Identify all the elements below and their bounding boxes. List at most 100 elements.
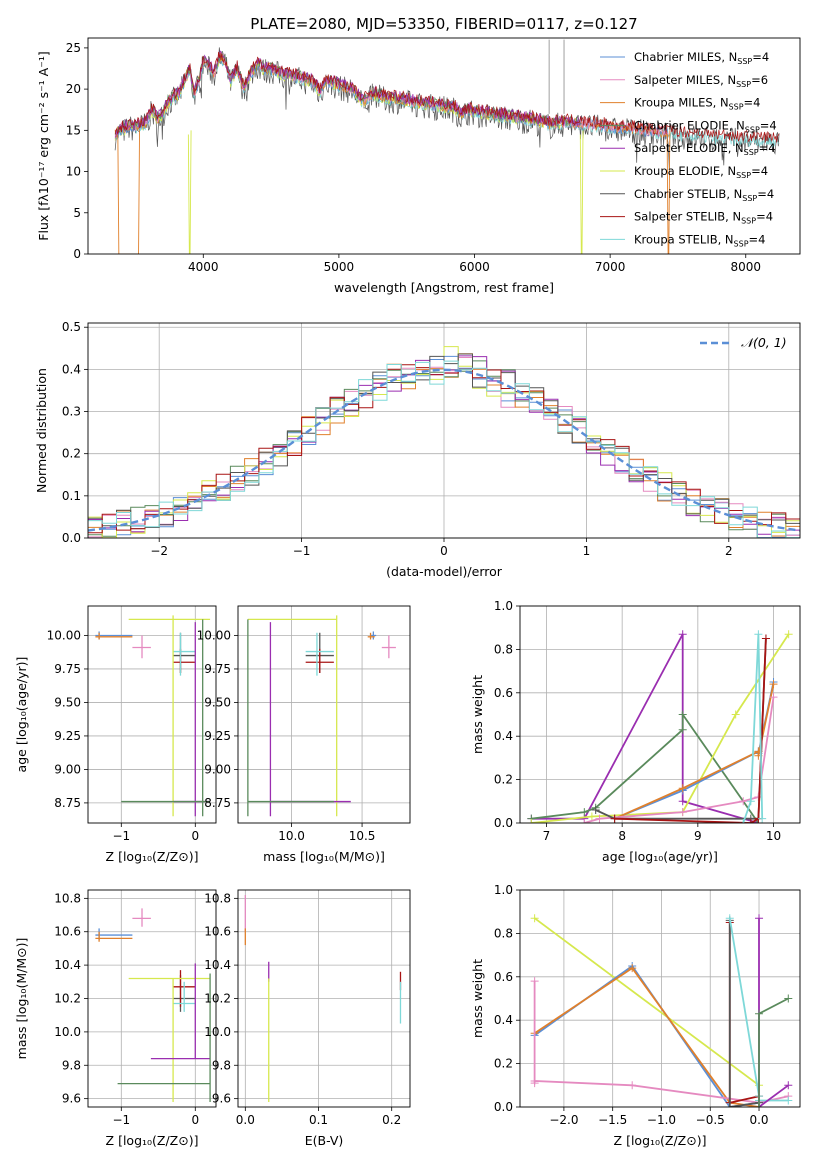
y-tick-label: 10.4 <box>204 958 231 972</box>
y-tick-label: 10.6 <box>54 925 81 939</box>
x-tick-label: 6000 <box>459 260 490 274</box>
mass_vs_Z-panel: −1 0 9.6 9.8 10.0 10.2 10.4 10.6 10.8 Z [log₁₀(Z/… <box>14 889 217 1148</box>
series-marker <box>678 725 687 734</box>
series-line <box>534 917 760 1107</box>
x-tick-label: 7000 <box>595 260 626 274</box>
series-marker <box>530 977 539 986</box>
legend-suffix: =4 <box>760 118 777 132</box>
series-marker <box>587 812 596 821</box>
legend-label: Salpeter ELODIE, NSSP=4 <box>634 141 776 157</box>
normal-curve <box>88 368 800 532</box>
legend-label: Chabrier STELIB, NSSP=4 <box>634 187 774 203</box>
mass_weight_vs_age-panel: 7 8 9 10 0.0 0.2 0.4 0.6 0.8 1.0 age [log₁₀(age/yr… <box>470 599 801 864</box>
series-marker <box>761 634 770 643</box>
y-tick-label: 0.8 <box>494 642 513 656</box>
legend-suffix: =4 <box>757 187 774 201</box>
series-marker <box>530 914 539 923</box>
series-line <box>742 634 764 823</box>
y-tick-label: 0.0 <box>62 531 81 545</box>
spectrum-legend: Chabrier MILES, NSSP=4 Salpeter MILES, NS… <box>600 50 777 248</box>
age_vs_mass-panel: 10.0 10.5 8.75 9.00 9.25 9.50 9.75 10.00 mass [l… <box>197 605 411 864</box>
series-marker <box>595 814 604 823</box>
y-tick-label: 0.5 <box>62 320 81 334</box>
residual-histograms <box>88 346 800 538</box>
y-axis-label: Normed distribution <box>34 368 49 493</box>
x-tick-label: −1 <box>112 829 130 843</box>
x-axis-label: age [log₁₀(age/yr)] <box>602 849 718 864</box>
legend-suffix: =4 <box>752 50 769 64</box>
y-tick-label: 0.0 <box>494 1100 513 1114</box>
x-axis-label: mass [log₁₀(M/M⊙)] <box>263 849 385 864</box>
x-tick-label: 0 <box>440 544 448 558</box>
series-marker <box>758 814 767 823</box>
series-marker <box>739 819 748 823</box>
axes-frame <box>237 889 411 1108</box>
y-tick-label: 0.8 <box>494 926 513 940</box>
y-tick-label: 9.75 <box>204 662 231 676</box>
axes-frame <box>87 605 217 824</box>
y-tick-label: 9.75 <box>54 662 81 676</box>
y-tick-label: 9.50 <box>204 695 231 709</box>
y-tick-label: 10.6 <box>204 925 231 939</box>
y-tick-label: 9.6 <box>62 1092 81 1106</box>
y-tick-label: 9.00 <box>54 762 81 776</box>
x-tick-label: 8 <box>618 829 626 843</box>
x-axis-label: Z [log₁₀(Z/Z⊙)] <box>614 1133 707 1148</box>
x-tick-label: 0.1 <box>309 1113 328 1127</box>
axes-frame <box>237 605 411 824</box>
y-tick-label: 0.2 <box>494 1057 513 1071</box>
y-tick-label: 0 <box>73 247 81 261</box>
y-tick-label: 10.8 <box>54 891 81 905</box>
y-tick-label: 5 <box>73 206 81 220</box>
series-marker <box>784 630 793 639</box>
series-marker <box>725 1103 734 1107</box>
axes-frame <box>519 889 801 1108</box>
series-line <box>614 681 775 820</box>
y-tick-label: 9.8 <box>212 1058 231 1072</box>
series-marker <box>731 710 740 719</box>
legend-label: Chabrier MILES, NSSP=4 <box>634 50 769 66</box>
series-marker <box>678 797 687 806</box>
x-tick-label: 9 <box>694 829 702 843</box>
series-line <box>531 711 760 823</box>
series-marker <box>580 808 589 817</box>
y-tick-label: 9.25 <box>204 729 231 743</box>
y-axis-label: mass weight <box>470 959 485 1038</box>
axes-frame <box>87 322 801 539</box>
x-tick-label: −1.0 <box>647 1113 676 1127</box>
y-tick-label: 10 <box>66 165 81 179</box>
series-marker <box>678 784 687 793</box>
age_vs_Z-panel: −1 0 8.75 9.00 9.25 9.50 9.75 10.00 Z [log₁₀(Z/Z… <box>14 605 217 864</box>
x-tick-label: 1 <box>583 544 591 558</box>
series-line <box>531 633 759 823</box>
x-tick-label: −0.5 <box>696 1113 725 1127</box>
y-tick-label: 10.00 <box>47 628 81 642</box>
y-tick-label: 9.6 <box>212 1092 231 1106</box>
x-tick-label: 5000 <box>324 260 355 274</box>
series-marker <box>580 819 589 823</box>
age_vs_mass-points <box>247 615 396 817</box>
series-marker <box>725 914 734 923</box>
series-marker <box>769 680 778 689</box>
series-marker <box>678 710 687 719</box>
series-marker <box>784 1081 793 1090</box>
y-tick-label: 1.0 <box>494 883 513 897</box>
series-line <box>614 683 775 820</box>
x-tick-label: −1 <box>112 1113 130 1127</box>
spectrum-drop <box>666 130 671 254</box>
y-tick-label: 10.00 <box>197 628 231 642</box>
x-tick-label: 7 <box>543 829 551 843</box>
x-axis-label: Z [log₁₀(Z/Z⊙)] <box>106 1133 199 1148</box>
x-tick-label: 10.5 <box>349 829 376 843</box>
y-tick-label: 9.50 <box>54 695 81 709</box>
legend-sub: SSP <box>741 217 756 226</box>
y-tick-label: 10.0 <box>204 1025 231 1039</box>
y-tick-label: 0.4 <box>494 729 513 743</box>
axes-frame <box>87 889 217 1108</box>
x-tick-label: −2 <box>150 544 168 558</box>
mass_vs_EBV-panel: 0.0 0.1 0.2 9.6 9.8 10.0 10.2 10.4 10.6 10.8 E(B-V… <box>204 889 411 1148</box>
x-tick-label: 10.0 <box>278 829 305 843</box>
legend-suffix: =4 <box>744 96 761 110</box>
x-tick-label: −1.5 <box>598 1113 627 1127</box>
y-tick-label: 8.75 <box>204 796 231 810</box>
